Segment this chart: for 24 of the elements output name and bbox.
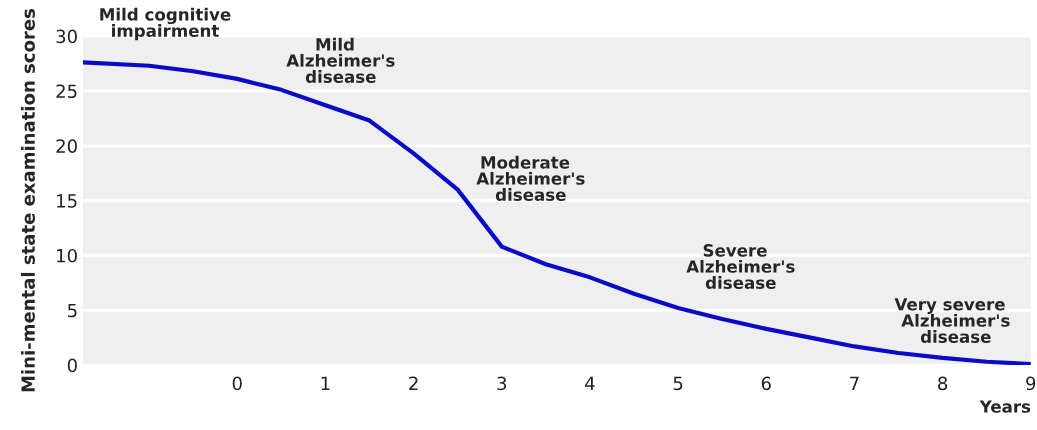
y-tick-label: 25 <box>56 84 77 99</box>
y-tick-label: 20 <box>56 139 77 153</box>
x-tick-label: 5 <box>673 376 683 391</box>
x-tick-label: 6 <box>761 376 771 391</box>
x-tick-label: 3 <box>497 376 507 391</box>
x-tick-label: 4 <box>585 376 595 390</box>
x-tick-label: 8 <box>938 376 948 391</box>
x-tick-label: 1 <box>321 376 330 390</box>
x-tick-label: 7 <box>850 376 859 390</box>
x-tick-label: 0 <box>232 376 242 391</box>
y-axis-title: Mini-mental state examination scores <box>20 9 35 392</box>
y-tick-label: 5 <box>68 303 77 318</box>
y-tick-label: 30 <box>56 29 77 44</box>
y-tick-label: 0 <box>67 358 77 373</box>
annotation: Very severe Alzheimer's disease <box>894 298 1010 343</box>
annotation: Mild Alzheimer's disease <box>286 37 395 83</box>
annotation: Severe Alzheimer's disease <box>686 244 795 289</box>
x-tick-label: 2 <box>409 376 418 390</box>
annotation: Moderate Alzheimer's disease <box>476 155 585 201</box>
y-tick-label: 15 <box>57 194 77 208</box>
y-tick-label: 10 <box>57 248 77 263</box>
x-axis-title: Years <box>979 400 1031 413</box>
x-tick-label: 9 <box>1026 376 1036 391</box>
annotation: Mild cognitive impairment <box>100 7 231 41</box>
